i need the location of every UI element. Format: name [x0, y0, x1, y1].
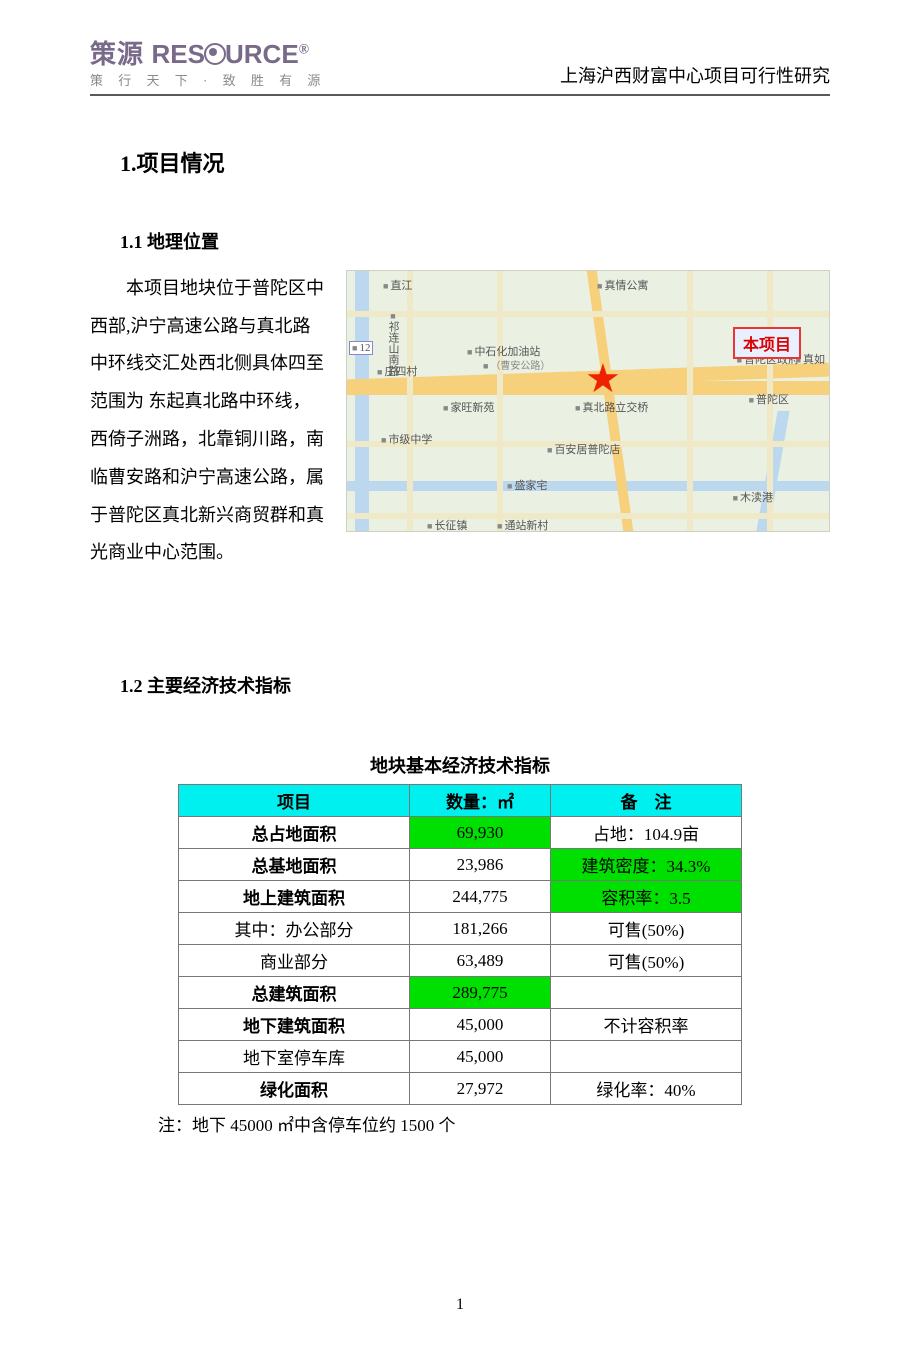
table-row: 总基地面积23,986建筑密度：34.3%: [179, 849, 742, 881]
cell-item: 总基地面积: [179, 849, 410, 881]
cell-note: 可售(50%): [551, 913, 742, 945]
heading-1-2: 1.2 主要经济技术指标: [120, 672, 830, 698]
map-label: 普陀区: [749, 391, 789, 407]
cell-note: 可售(50%): [551, 945, 742, 977]
doc-title: 上海沪西财富中心项目可行性研究: [560, 62, 830, 88]
cell-note: 容积率：3.5: [551, 881, 742, 913]
logo-o-icon: [204, 43, 226, 65]
cell-qty: 181,266: [410, 913, 551, 945]
cell-qty: 45,000: [410, 1009, 551, 1041]
logo: 策源 RES URCE®: [90, 40, 326, 70]
page-number: 1: [90, 1296, 830, 1314]
map-label: 庄四村: [377, 363, 417, 379]
cell-qty: 63,489: [410, 945, 551, 977]
logo-en-pre: RES: [152, 39, 205, 69]
cell-item: 总建筑面积: [179, 977, 410, 1009]
table-row: 其中：办公部分181,266可售(50%): [179, 913, 742, 945]
logo-block: 策源 RES URCE® 策 行 天 下 · 致 胜 有 源: [90, 40, 326, 88]
map-label: 市级中学: [381, 431, 432, 447]
location-paragraph: 本项目地块位于普陀区中西部,沪宁高速公路与真北路中环线交汇处西北侧具体四至范围为…: [90, 270, 328, 572]
cell-qty: 69,930: [410, 817, 551, 849]
project-tag: 本项目: [733, 327, 801, 359]
heading-1: 1.项目情况: [120, 146, 830, 178]
cell-note: 建筑密度：34.3%: [551, 849, 742, 881]
map-label: 直江: [383, 277, 412, 293]
cell-note: 绿化率：40%: [551, 1073, 742, 1105]
map-road: [497, 271, 503, 531]
map-label: 12: [349, 341, 373, 355]
cell-note: [551, 1041, 742, 1073]
map-label: 木渎港: [733, 489, 773, 505]
table-header-row: 项目 数量：㎡ 备 注: [179, 785, 742, 817]
map-label: 盛家宅: [507, 477, 547, 493]
map-road: [407, 271, 413, 531]
map-river: [355, 271, 369, 531]
heading-1-1: 1.1 地理位置: [120, 228, 830, 254]
economics-table: 项目 数量：㎡ 备 注 总占地面积69,930占地：104.9亩总基地面积23,…: [178, 784, 742, 1105]
logo-reg: ®: [299, 42, 310, 57]
table-footnote: 注：地下 45000 ㎡中含停车位约 1500 个: [158, 1111, 830, 1136]
map-road: [347, 513, 829, 519]
th-item: 项目: [179, 785, 410, 817]
location-map: 直江 真情公寓 祁连山南路 12 庄四村 中石化加油站 （曹安公路） 家旺新苑 …: [346, 270, 830, 532]
cell-item: 地上建筑面积: [179, 881, 410, 913]
map-label: 百安居普陀店: [547, 441, 620, 457]
cell-item: 绿化面积: [179, 1073, 410, 1105]
table-row: 地下建筑面积45,000不计容积率: [179, 1009, 742, 1041]
table-row: 总占地面积69,930占地：104.9亩: [179, 817, 742, 849]
logo-tagline: 策 行 天 下 · 致 胜 有 源: [90, 74, 326, 88]
section-1-1: 本项目地块位于普陀区中西部,沪宁高速公路与真北路中环线交汇处西北侧具体四至范围为…: [90, 270, 830, 572]
cell-item: 商业部分: [179, 945, 410, 977]
cell-note: [551, 977, 742, 1009]
map-label: 长征镇: [427, 517, 467, 532]
logo-en-post: URCE: [225, 39, 299, 69]
cell-item: 总占地面积: [179, 817, 410, 849]
map-road: [687, 271, 693, 531]
cell-note: 不计容积率: [551, 1009, 742, 1041]
cell-item: 地下建筑面积: [179, 1009, 410, 1041]
table-row: 商业部分63,489可售(50%): [179, 945, 742, 977]
map-label: 家旺新苑: [443, 399, 494, 415]
cell-qty: 23,986: [410, 849, 551, 881]
table-row: 地上建筑面积244,775容积率：3.5: [179, 881, 742, 913]
cell-qty: 289,775: [410, 977, 551, 1009]
cell-item: 地下室停车库: [179, 1041, 410, 1073]
cell-qty: 45,000: [410, 1041, 551, 1073]
table-row: 绿化面积27,972绿化率：40%: [179, 1073, 742, 1105]
map-label: 真情公寓: [597, 277, 648, 293]
th-note: 备 注: [551, 785, 742, 817]
table-row: 地下室停车库45,000: [179, 1041, 742, 1073]
th-qty: 数量：㎡: [410, 785, 551, 817]
map-label: （曹安公路）: [483, 357, 550, 372]
logo-cn: 策源: [90, 40, 144, 69]
cell-qty: 27,972: [410, 1073, 551, 1105]
cell-note: 占地：104.9亩: [551, 817, 742, 849]
cell-qty: 244,775: [410, 881, 551, 913]
table-row: 总建筑面积289,775: [179, 977, 742, 1009]
cell-item: 其中：办公部分: [179, 913, 410, 945]
map-label: 真北路立交桥: [575, 399, 648, 415]
page-header: 策源 RES URCE® 策 行 天 下 · 致 胜 有 源 上海沪西财富中心项目…: [90, 40, 830, 96]
map-label: 通站新村: [497, 517, 548, 532]
table-title: 地块基本经济技术指标: [90, 752, 830, 778]
map-road: [347, 311, 829, 317]
